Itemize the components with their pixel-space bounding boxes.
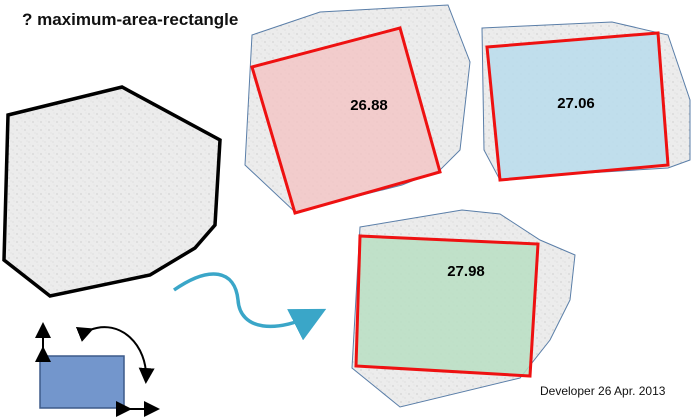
- legend-rectangle: [39, 355, 125, 409]
- curved-arrow-icon: [173, 272, 327, 341]
- area-label-3: 27.98: [447, 263, 485, 280]
- max-rectangle-2: [485, 31, 670, 182]
- source-polygon: [2, 85, 222, 298]
- author-date-credit: Developer 26 Apr. 2013: [540, 384, 666, 398]
- area-label-1: 26.88: [350, 97, 388, 114]
- result-panel-3: 27.98: [351, 209, 576, 408]
- max-rectangle-1: [250, 26, 442, 215]
- page-title: ? maximum-area-rectangle: [22, 10, 239, 29]
- area-label-2: 27.06: [557, 95, 595, 112]
- result-panel-2: 27.06: [481, 21, 691, 182]
- max-rectangle-3: [354, 234, 540, 378]
- rotate-arrow-icon: [75, 326, 155, 384]
- result-panel-1: 26.88: [244, 4, 471, 215]
